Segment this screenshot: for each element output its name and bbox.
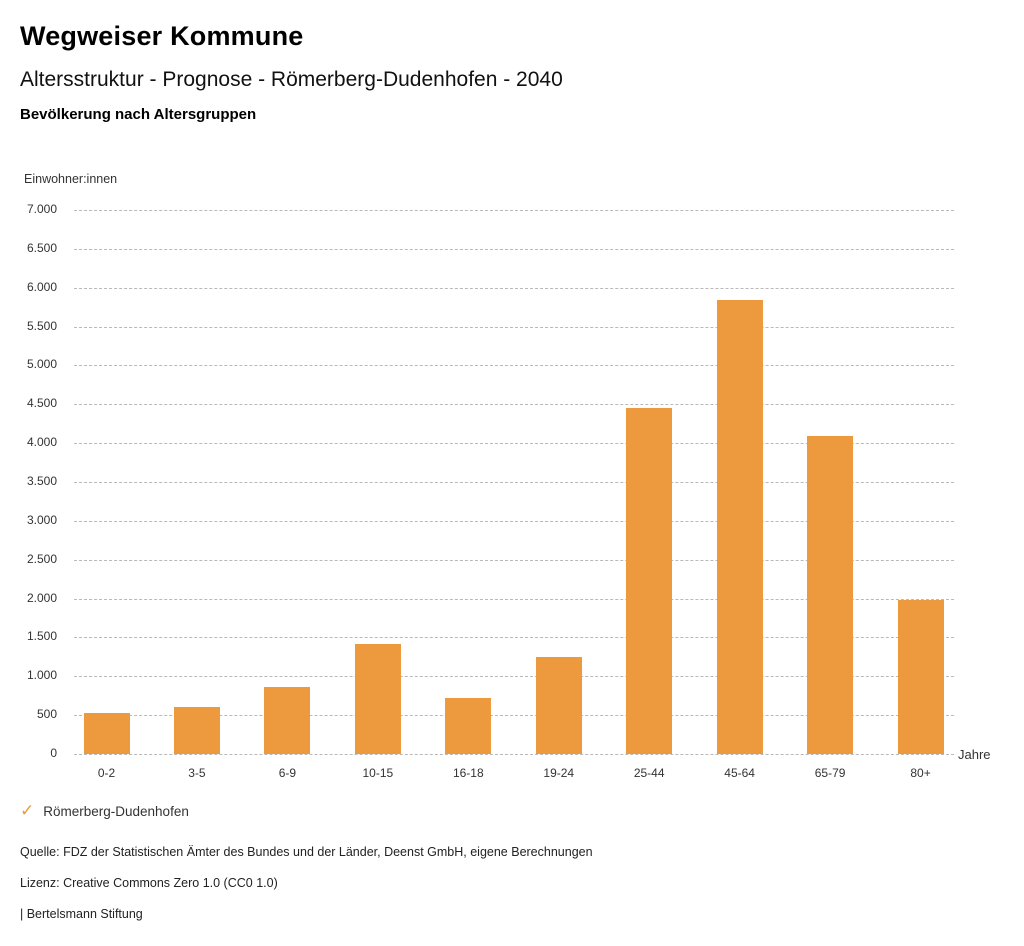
legend-check-icon: ✓ bbox=[20, 801, 35, 820]
y-tick-label: 2.000 bbox=[26, 590, 57, 605]
y-tick-label: 7.000 bbox=[26, 202, 57, 216]
legend-item[interactable]: ✓ Römerberg-Dudenhofen bbox=[20, 802, 189, 820]
bar-3-5[interactable] bbox=[173, 707, 220, 754]
x-tick-label: 6-9 bbox=[278, 766, 297, 780]
bar-16-18[interactable] bbox=[445, 698, 492, 754]
y-tick-label: 4.500 bbox=[26, 396, 57, 411]
y-tick-label: 5.500 bbox=[26, 318, 57, 333]
y-tick-label: 3.000 bbox=[26, 512, 57, 527]
footer-attribution-text: | Bertelsmann Stiftung bbox=[20, 907, 143, 921]
bar-10-15[interactable] bbox=[354, 644, 401, 754]
y-tick-label: 6.000 bbox=[26, 279, 57, 294]
y-tick-label: 1.000 bbox=[26, 668, 57, 683]
footer-source-text: Quelle: FDZ der Statistischen Ämter des … bbox=[20, 845, 593, 859]
gridline bbox=[74, 443, 954, 445]
legend-series-label: Römerberg-Dudenhofen bbox=[43, 803, 189, 819]
x-tick-label: 45-64 bbox=[724, 766, 755, 780]
chart-title: Altersstruktur - Prognose - Römerberg-Du… bbox=[20, 68, 563, 91]
gridline bbox=[74, 559, 954, 561]
gridline bbox=[74, 248, 954, 250]
bar-45-64[interactable] bbox=[716, 300, 763, 754]
x-tick-label: 0-2 bbox=[97, 766, 116, 780]
gridline bbox=[74, 715, 954, 717]
gridline bbox=[74, 287, 954, 289]
footer-license-text: Lizenz: Creative Commons Zero 1.0 (CC0 1… bbox=[20, 876, 278, 890]
gridline bbox=[74, 210, 954, 211]
gridline bbox=[74, 404, 954, 406]
gridline bbox=[74, 676, 954, 678]
y-tick-label: 6.500 bbox=[26, 240, 57, 255]
y-tick-label: 2.500 bbox=[26, 551, 57, 566]
y-tick-label: 5.000 bbox=[26, 357, 57, 372]
gridline bbox=[74, 754, 954, 755]
bar-80+[interactable] bbox=[897, 600, 944, 754]
gridline bbox=[74, 482, 954, 483]
bar-0-2[interactable] bbox=[83, 712, 130, 754]
x-tick-label: 25-44 bbox=[633, 766, 665, 780]
y-axis-title: Einwohner:innen bbox=[24, 172, 118, 186]
gridline bbox=[74, 365, 954, 367]
x-tick-label: 65-79 bbox=[814, 766, 846, 780]
gridline bbox=[74, 637, 954, 639]
gridline bbox=[74, 520, 954, 522]
y-tick-label: 1.500 bbox=[26, 629, 57, 644]
bar-65-79[interactable] bbox=[807, 436, 854, 754]
chart-subtitle: Bevölkerung nach Altersgruppen bbox=[20, 106, 257, 123]
bar-25-44[interactable] bbox=[626, 408, 673, 754]
brand-title: Wegweiser Kommune bbox=[20, 21, 304, 51]
x-tick-label: 3-5 bbox=[188, 766, 206, 780]
x-axis-unit-label: Jahre bbox=[958, 747, 991, 762]
gridline bbox=[74, 326, 954, 328]
bar-chart-plot-area bbox=[74, 210, 954, 755]
y-tick-label: 3.500 bbox=[26, 474, 57, 488]
y-tick-label: 0 bbox=[50, 746, 57, 760]
y-tick-label: 4.000 bbox=[26, 435, 57, 450]
x-tick-label: 16-18 bbox=[452, 766, 484, 780]
x-tick-label: 10-15 bbox=[362, 766, 394, 780]
bar-6-9[interactable] bbox=[264, 687, 311, 754]
bar-19-24[interactable] bbox=[535, 656, 582, 754]
y-tick-label: 500 bbox=[36, 707, 57, 722]
x-tick-label: 19-24 bbox=[543, 766, 575, 780]
gridline bbox=[74, 598, 954, 600]
x-tick-label: 80+ bbox=[910, 766, 931, 780]
